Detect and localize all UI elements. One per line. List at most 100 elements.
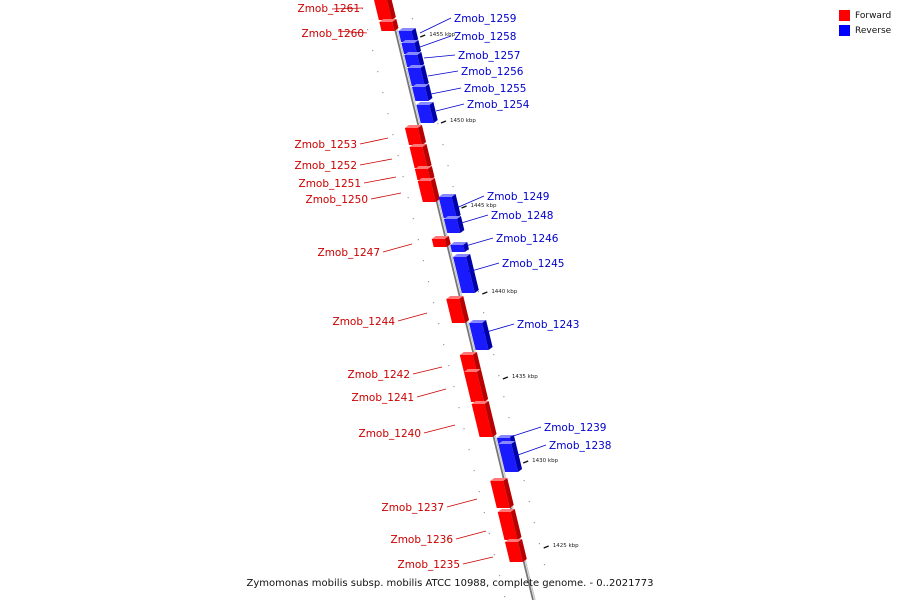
legend-forward: Forward	[839, 9, 891, 22]
gene-label: Zmob_1254	[467, 99, 530, 111]
gene-label: Zmob_1261	[298, 3, 360, 15]
gene-label: Zmob_1257	[458, 50, 520, 62]
guide-dot-right	[467, 249, 469, 251]
guide-dot-left	[478, 491, 480, 493]
guide-dot-left	[448, 365, 450, 367]
gene-block-side	[484, 401, 497, 437]
gene-block	[431, 239, 447, 247]
gene-label: Zmob_1239	[544, 422, 606, 434]
guide-dot-left	[392, 134, 394, 136]
guide-dot-right	[417, 39, 419, 41]
gene-label: Zmob_1235	[398, 559, 460, 571]
gene-callout	[423, 54, 456, 59]
gene-block	[453, 257, 475, 293]
gene-block-side	[414, 40, 422, 54]
gene-block-top	[404, 125, 422, 128]
gene-block	[407, 68, 425, 86]
gene-callout	[453, 195, 485, 210]
gene-block-top	[438, 194, 456, 197]
guide-dot-left	[417, 239, 419, 241]
guide-dot-left	[493, 554, 496, 556]
gene-block-top	[453, 254, 471, 257]
gene-callout	[397, 312, 428, 322]
gene-block-side	[392, 19, 399, 31]
gene-block-top	[443, 216, 461, 219]
guide-dot-left	[463, 428, 465, 430]
gene-label: Zmob_1255	[464, 83, 526, 95]
gene-block-top	[469, 320, 487, 323]
gene-block	[490, 481, 510, 508]
guide-dot-left	[387, 113, 389, 115]
guide-dot-left	[402, 176, 404, 178]
gene-block-side	[417, 125, 427, 145]
gene-block-side	[444, 236, 451, 247]
gene-block-side	[425, 84, 433, 101]
gene-callout	[457, 214, 489, 225]
guide-dot-left	[453, 386, 455, 388]
gene-block-top	[497, 509, 515, 512]
gene-callout	[435, 103, 465, 112]
gene-block	[404, 128, 423, 145]
guide-dot-right	[498, 375, 500, 377]
gene-label: Zmob_1251	[299, 178, 361, 190]
gene-callout	[370, 192, 402, 200]
scale-label: 1430 kbp	[532, 458, 558, 464]
gene-callout	[467, 262, 500, 273]
gene-callout	[416, 388, 447, 398]
gene-block-side	[387, 0, 396, 20]
gene-label: Zmob_1237	[382, 502, 444, 514]
guide-dot-left	[377, 71, 379, 73]
gene-block	[498, 444, 519, 472]
gene-block-side	[466, 254, 479, 293]
gene-block-side	[429, 102, 438, 123]
gene-block-top	[496, 435, 514, 438]
gene-block-top	[401, 40, 419, 43]
guide-dot-right	[538, 543, 541, 545]
gene-block	[416, 105, 434, 123]
scale-label: 1435 kbp	[512, 374, 538, 380]
legend-reverse: Reverse	[839, 24, 891, 37]
gene-callout	[382, 243, 413, 253]
gene-label: Zmob_1256	[461, 66, 524, 78]
guide-dot-left	[407, 197, 409, 199]
gene-block	[417, 181, 436, 202]
gene-block	[469, 323, 489, 350]
gene-block-side	[476, 369, 489, 402]
guide-dot-right	[533, 522, 535, 524]
guide-dot-left	[432, 302, 435, 304]
gene-callout	[359, 158, 393, 166]
gene-block-top	[463, 369, 481, 372]
gene-label: Zmob_1241	[352, 392, 414, 404]
guide-dot-left	[361, 8, 364, 10]
guide-dot-right	[437, 123, 439, 125]
gene-block-top	[459, 352, 477, 355]
gene-callout	[455, 530, 487, 540]
gene-label: Zmob_1248	[491, 210, 553, 222]
scale-tick	[502, 376, 509, 380]
gene-block	[446, 299, 466, 323]
guide-dot-right	[411, 18, 414, 20]
gene-callout	[337, 30, 368, 34]
gene-block	[497, 512, 518, 540]
gene-block-top	[490, 478, 508, 481]
guide-dot-right	[477, 291, 480, 293]
scale-tick	[522, 460, 529, 464]
guide-dot-left	[473, 470, 475, 472]
legend-forward-label: Forward	[855, 10, 892, 21]
gene-block-side	[456, 216, 465, 233]
gene-block-top	[471, 401, 489, 404]
gene-block-top	[431, 236, 449, 239]
legend-reverse-swatch	[839, 25, 850, 36]
gene-label: Zmob_1244	[333, 316, 396, 328]
gene-block-top	[416, 102, 434, 105]
gene-block-side	[422, 144, 432, 168]
gene-block-top	[414, 166, 432, 169]
gene-label: Zmob_1249	[487, 191, 549, 203]
gene-block	[450, 245, 465, 252]
gene-block-top	[409, 144, 427, 147]
gene-block	[409, 147, 428, 168]
guide-dot-right	[523, 480, 525, 482]
gene-block	[374, 0, 392, 20]
gene-label: Zmob_1259	[454, 13, 516, 25]
